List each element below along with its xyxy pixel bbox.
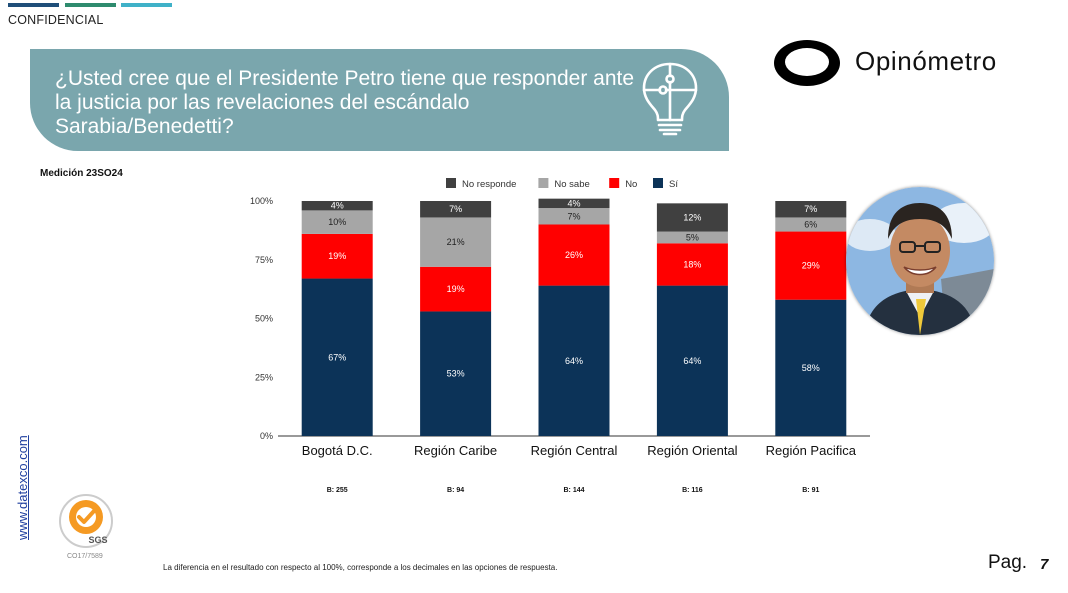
bar-segment (538, 224, 610, 286)
y-tick-label: 50% (255, 314, 273, 324)
data-label: 7% (567, 211, 580, 221)
bar-segment (420, 201, 492, 218)
bar-segment (656, 231, 728, 244)
data-label: 12% (683, 212, 701, 222)
data-label: 26% (565, 250, 583, 260)
legend-label: No (625, 179, 637, 190)
accent-bar-blue (8, 3, 59, 7)
bar-segment (420, 217, 492, 267)
data-label: 7% (804, 204, 817, 214)
bar-segment (656, 243, 728, 286)
sgs-certification-icon: SGS (59, 494, 113, 548)
base-label: B: 116 (682, 487, 703, 494)
x-tick-label: Región Caribe (414, 443, 497, 458)
bar-segment (775, 231, 847, 300)
measurement-label: Medición 23SO24 (40, 168, 123, 179)
data-label: 21% (447, 237, 465, 247)
legend-label: No sabe (554, 179, 589, 190)
data-label: 64% (683, 356, 701, 366)
confidential-label: CONFIDENCIAL (8, 13, 104, 27)
bar-segment (301, 278, 373, 436)
y-tick-label: 0% (260, 431, 273, 441)
bar-segment (538, 198, 610, 209)
bar-segment (775, 217, 847, 232)
data-label: 7% (449, 204, 462, 214)
legend-swatch (446, 178, 456, 188)
legend-swatch (653, 178, 663, 188)
base-label: B: 91 (802, 487, 819, 494)
x-tick-label: Región Pacifica (766, 443, 857, 458)
base-label: B: 144 (563, 487, 584, 494)
y-tick-label: 100% (250, 196, 273, 206)
base-label: B: 255 (327, 487, 348, 494)
x-tick-label: Bogotá D.C. (302, 443, 373, 458)
accent-bar-green (65, 3, 116, 7)
question-banner (30, 49, 729, 151)
bar-segment (775, 201, 847, 218)
data-label: 19% (328, 251, 346, 261)
data-label: 5% (686, 232, 699, 242)
data-label: 19% (447, 284, 465, 294)
opinometro-logo-icon (774, 40, 840, 86)
lightbulb-puzzle-icon (642, 62, 698, 136)
president-portrait (846, 187, 994, 335)
data-label: 58% (802, 363, 820, 373)
certificate-code: CO17/7589 (67, 553, 103, 560)
data-label: 53% (447, 369, 465, 379)
legend-swatch (538, 178, 549, 188)
y-tick-label: 75% (255, 255, 273, 265)
data-label: 67% (328, 352, 346, 362)
bar-segment (538, 208, 610, 225)
brand-name: Opinómetro (855, 46, 997, 76)
data-label: 10% (328, 217, 346, 227)
bar-segment (775, 299, 847, 436)
x-tick-label: Región Central (531, 443, 618, 458)
accent-bar-cyan (121, 3, 172, 7)
bar-segment (301, 201, 373, 211)
portrait-image (846, 187, 994, 335)
data-label: 18% (683, 259, 701, 269)
bar-segment (420, 311, 492, 436)
bar-segment (301, 210, 373, 234)
bar-segment (301, 233, 373, 279)
bar-segment (656, 285, 728, 436)
data-label: 64% (565, 356, 583, 366)
page-label: Pag. (988, 552, 1028, 573)
bar-segment (420, 266, 492, 312)
data-label: 29% (802, 261, 820, 271)
footnote: La diferencia en el resultado con respec… (163, 563, 558, 572)
question-title: ¿Usted cree que el Presidente Petro tien… (55, 67, 635, 138)
website-link[interactable]: www.datexco.com (15, 435, 30, 540)
legend-label: Sí (669, 179, 678, 190)
legend-swatch (609, 178, 620, 188)
sgs-label: SGS (88, 535, 107, 545)
data-label: 4% (331, 201, 344, 211)
data-label: 6% (804, 220, 817, 230)
base-label: B: 94 (447, 487, 464, 494)
page-number: 7 (1040, 556, 1049, 573)
legend-label: No responde (462, 179, 516, 190)
y-tick-label: 25% (255, 372, 273, 382)
data-label: 4% (567, 198, 580, 208)
x-tick-label: Región Oriental (647, 443, 737, 458)
bar-segment (656, 203, 728, 232)
bar-segment (538, 285, 610, 436)
